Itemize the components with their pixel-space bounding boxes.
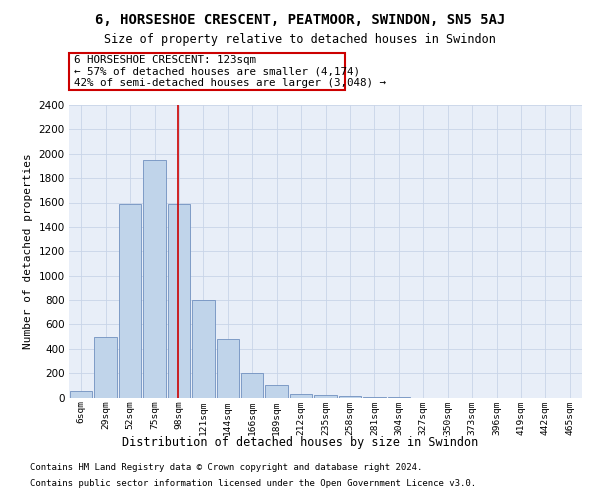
Text: 6, HORSESHOE CRESCENT, PEATMOOR, SWINDON, SN5 5AJ: 6, HORSESHOE CRESCENT, PEATMOOR, SWINDON… — [95, 12, 505, 26]
Bar — [119, 204, 142, 398]
Text: Contains HM Land Registry data © Crown copyright and database right 2024.: Contains HM Land Registry data © Crown c… — [30, 464, 422, 472]
Bar — [167, 204, 190, 398]
Bar — [94, 336, 117, 398]
Bar — [338, 396, 361, 398]
Bar — [217, 339, 239, 398]
Bar — [70, 392, 92, 398]
Text: Size of property relative to detached houses in Swindon: Size of property relative to detached ho… — [104, 32, 496, 46]
Bar — [314, 395, 337, 398]
Bar — [143, 160, 166, 398]
Bar — [363, 397, 386, 398]
Bar — [192, 300, 215, 398]
Y-axis label: Number of detached properties: Number of detached properties — [23, 154, 33, 349]
Text: Contains public sector information licensed under the Open Government Licence v3: Contains public sector information licen… — [30, 478, 476, 488]
Bar — [290, 394, 313, 398]
Text: 6 HORSESHOE CRESCENT: 123sqm
← 57% of detached houses are smaller (4,174)
42% of: 6 HORSESHOE CRESCENT: 123sqm ← 57% of de… — [74, 55, 386, 88]
Bar — [265, 386, 288, 398]
Bar — [241, 373, 263, 398]
Text: Distribution of detached houses by size in Swindon: Distribution of detached houses by size … — [122, 436, 478, 449]
